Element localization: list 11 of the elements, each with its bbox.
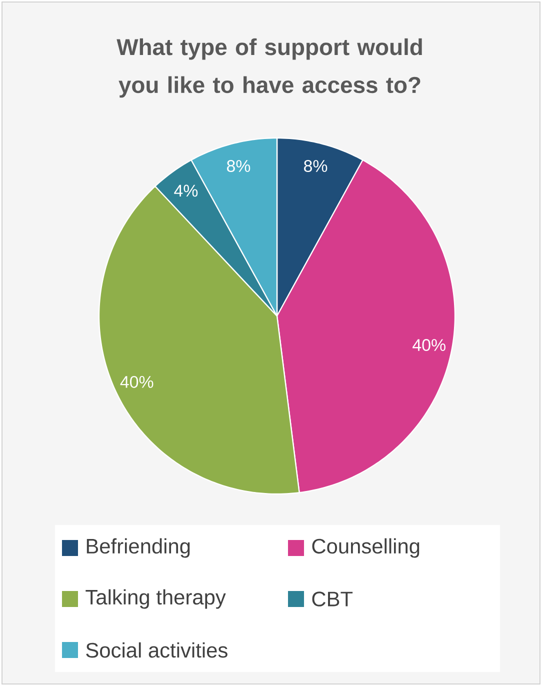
legend-label: Counselling [312, 538, 420, 558]
legend-label: Social activities [86, 642, 228, 658]
legend-label: CBT [312, 592, 353, 606]
data-label: 40% [120, 376, 154, 388]
data-label: 40% [412, 339, 446, 352]
data-label: 8% [226, 160, 250, 172]
legend-label: Talking therapy [86, 589, 226, 609]
data-label: 8% [304, 160, 328, 172]
legend-label: Befriending [86, 538, 190, 558]
chart-title: What type of support would you like to have access to? [116, 38, 422, 98]
data-label: 4% [174, 184, 198, 197]
